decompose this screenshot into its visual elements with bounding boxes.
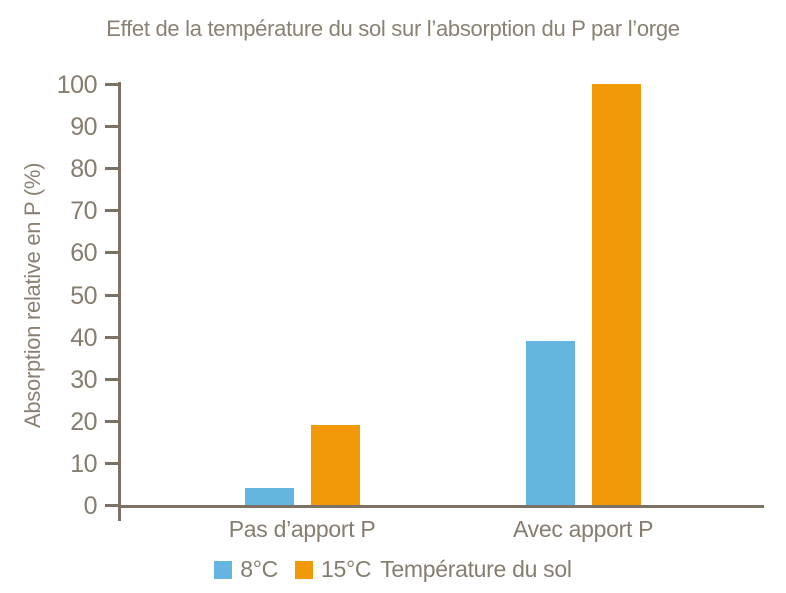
category-label: Avec apport P bbox=[513, 516, 654, 542]
y-tick bbox=[105, 377, 118, 381]
bar-8C-2 bbox=[525, 340, 575, 505]
bar-15C-1 bbox=[310, 425, 360, 505]
y-tick-label: 20 bbox=[70, 407, 97, 436]
legend-item: 8°C bbox=[214, 556, 278, 583]
y-axis-line bbox=[118, 82, 121, 521]
y-tick bbox=[105, 83, 118, 86]
category-label: Pas d’apport P bbox=[228, 516, 376, 542]
bar-15C-2 bbox=[591, 84, 641, 505]
y-tick-label: 40 bbox=[70, 323, 97, 352]
bar-8C-1 bbox=[244, 488, 294, 505]
y-tick-label: 100 bbox=[56, 71, 98, 99]
y-tick-label: 60 bbox=[70, 239, 97, 268]
y-tick bbox=[105, 293, 118, 297]
legend-swatch bbox=[295, 560, 313, 579]
legend-item: 15°C bbox=[295, 556, 372, 583]
legend-swatch bbox=[214, 560, 233, 579]
y-tick-label: 30 bbox=[70, 365, 97, 394]
y-tick-label: 70 bbox=[70, 197, 97, 226]
legend-label: 8°C bbox=[240, 556, 278, 582]
legend-title: Température du sol bbox=[380, 556, 572, 582]
y-tick-label: 10 bbox=[70, 449, 97, 478]
legend-label: 15°C bbox=[321, 556, 372, 582]
legend: 8°C 15°C Température du sol bbox=[0, 556, 786, 583]
y-tick bbox=[105, 167, 118, 171]
chart-title: Effet de la température du sol sur l’abs… bbox=[106, 16, 680, 41]
y-tick-label: 0 bbox=[83, 492, 98, 520]
y-tick bbox=[105, 209, 118, 213]
y-tick bbox=[105, 335, 118, 339]
y-tick bbox=[105, 251, 118, 255]
y-tick-label: 80 bbox=[70, 155, 97, 184]
x-axis-line bbox=[118, 505, 764, 508]
y-tick-label: 90 bbox=[70, 113, 97, 142]
y-tick-label: 50 bbox=[70, 281, 97, 310]
y-tick bbox=[105, 504, 118, 507]
y-tick bbox=[105, 125, 118, 129]
y-tick bbox=[105, 419, 118, 423]
y-tick bbox=[105, 461, 118, 465]
